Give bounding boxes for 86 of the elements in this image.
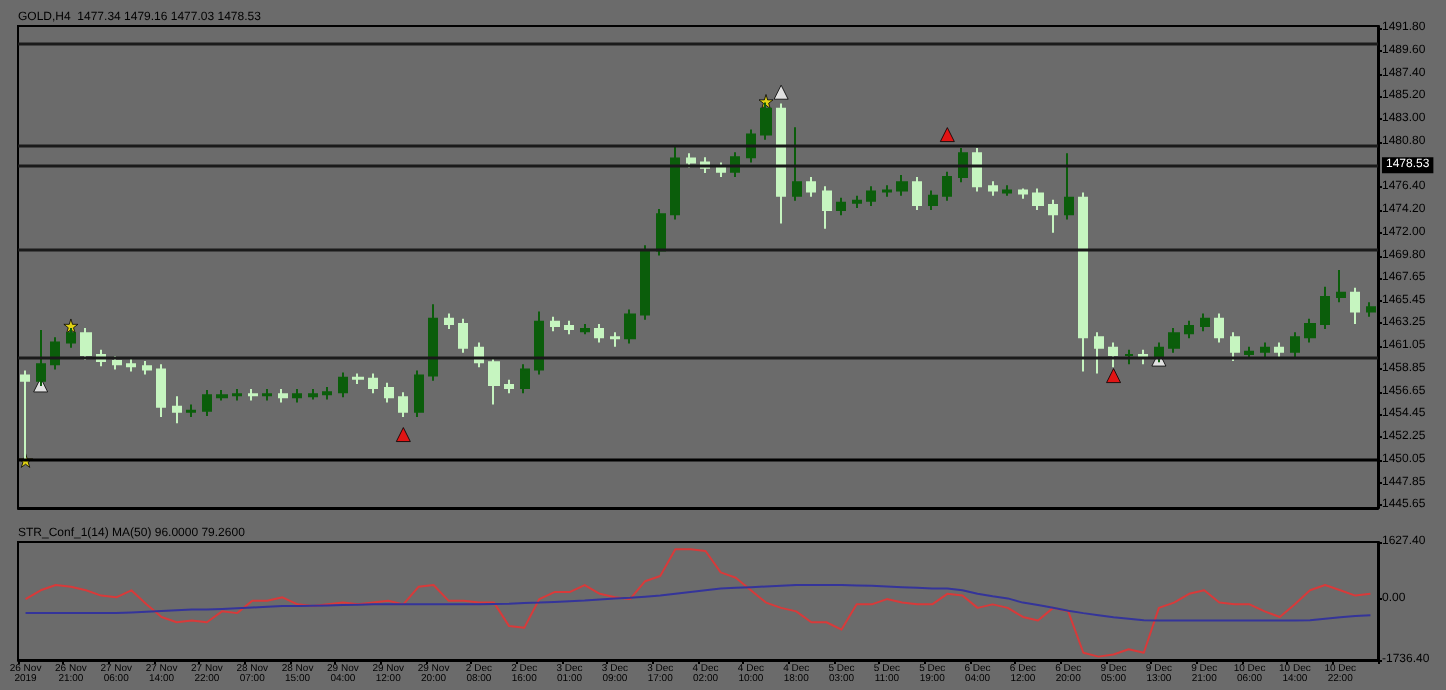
candlestick — [126, 358, 136, 373]
candlestick — [792, 126, 802, 202]
line-series — [24, 548, 1372, 658]
candlestick — [384, 381, 394, 404]
candlestick — [1320, 285, 1330, 331]
candlestick — [186, 403, 196, 418]
candlestick — [550, 315, 560, 333]
candlestick — [670, 143, 680, 221]
candlestick — [972, 147, 982, 193]
candlestick — [716, 161, 726, 179]
point — [1106, 368, 1122, 384]
candlestick — [624, 308, 636, 345]
candlestick — [1260, 341, 1270, 358]
candlestick — [202, 389, 212, 417]
candlestick — [866, 185, 876, 207]
point — [63, 318, 79, 334]
candlestick — [564, 319, 574, 336]
candlestick — [504, 378, 514, 395]
candlestick — [1032, 187, 1044, 212]
candlestick — [1124, 348, 1134, 366]
candlestick — [232, 388, 242, 402]
candlestick — [444, 312, 454, 331]
candlestick — [1048, 198, 1058, 234]
candlestick — [1064, 152, 1074, 221]
candlestick — [534, 310, 544, 376]
candlestick — [1108, 341, 1118, 369]
candlestick — [1366, 301, 1376, 318]
candlestick — [1168, 327, 1180, 354]
candlestick — [942, 170, 952, 202]
candlestick — [398, 391, 408, 418]
candlestick — [656, 208, 666, 257]
candlestick — [580, 322, 590, 336]
candlestick — [912, 176, 922, 212]
candlestick — [1002, 184, 1012, 197]
candlestick — [988, 180, 998, 197]
candlestick — [822, 185, 832, 230]
point — [773, 84, 789, 100]
candlestick — [640, 244, 650, 321]
candlestick — [414, 369, 424, 418]
candlestick — [156, 363, 166, 418]
candlestick — [594, 322, 604, 344]
candlestick — [1290, 331, 1300, 358]
candlestick — [896, 173, 908, 197]
candlestick — [216, 389, 228, 402]
candlestick — [338, 371, 348, 399]
candlestick — [322, 385, 332, 401]
candlestick — [368, 372, 378, 395]
point — [939, 127, 955, 143]
candlestick — [352, 372, 364, 385]
candlestick — [1244, 345, 1254, 358]
candlestick — [142, 360, 152, 376]
candlestick — [262, 388, 272, 402]
candlestick — [1230, 331, 1240, 363]
candlestick — [1094, 331, 1104, 375]
candlestick — [458, 317, 468, 354]
candlestick — [1200, 312, 1210, 333]
candlestick — [1350, 286, 1360, 325]
candlestick — [776, 102, 786, 225]
candlestick — [1138, 348, 1148, 366]
candlestick — [882, 184, 892, 198]
candlestick — [112, 354, 122, 371]
candlestick — [488, 355, 500, 406]
candlestick — [1018, 187, 1028, 200]
candlestick — [292, 388, 302, 404]
candlestick — [1336, 269, 1346, 304]
point — [395, 427, 411, 443]
candlestick — [1214, 312, 1224, 344]
candlestick — [1274, 341, 1284, 358]
candlestick — [928, 189, 938, 212]
line-series — [24, 584, 1372, 622]
candlestick — [1184, 319, 1194, 340]
candlestick — [428, 303, 438, 382]
candlestick — [278, 388, 288, 404]
candlestick — [836, 196, 846, 217]
candlestick — [806, 176, 816, 198]
candlestick — [172, 395, 182, 425]
candlestick — [610, 331, 620, 348]
candlestick — [520, 363, 530, 395]
candlestick — [1154, 341, 1164, 364]
candlestick — [1078, 191, 1088, 373]
candlestick — [80, 327, 92, 362]
candlestick — [248, 388, 258, 402]
candlestick — [308, 388, 318, 401]
candlestick — [1304, 317, 1316, 344]
candlestick — [686, 152, 696, 169]
candlestick — [852, 194, 862, 210]
